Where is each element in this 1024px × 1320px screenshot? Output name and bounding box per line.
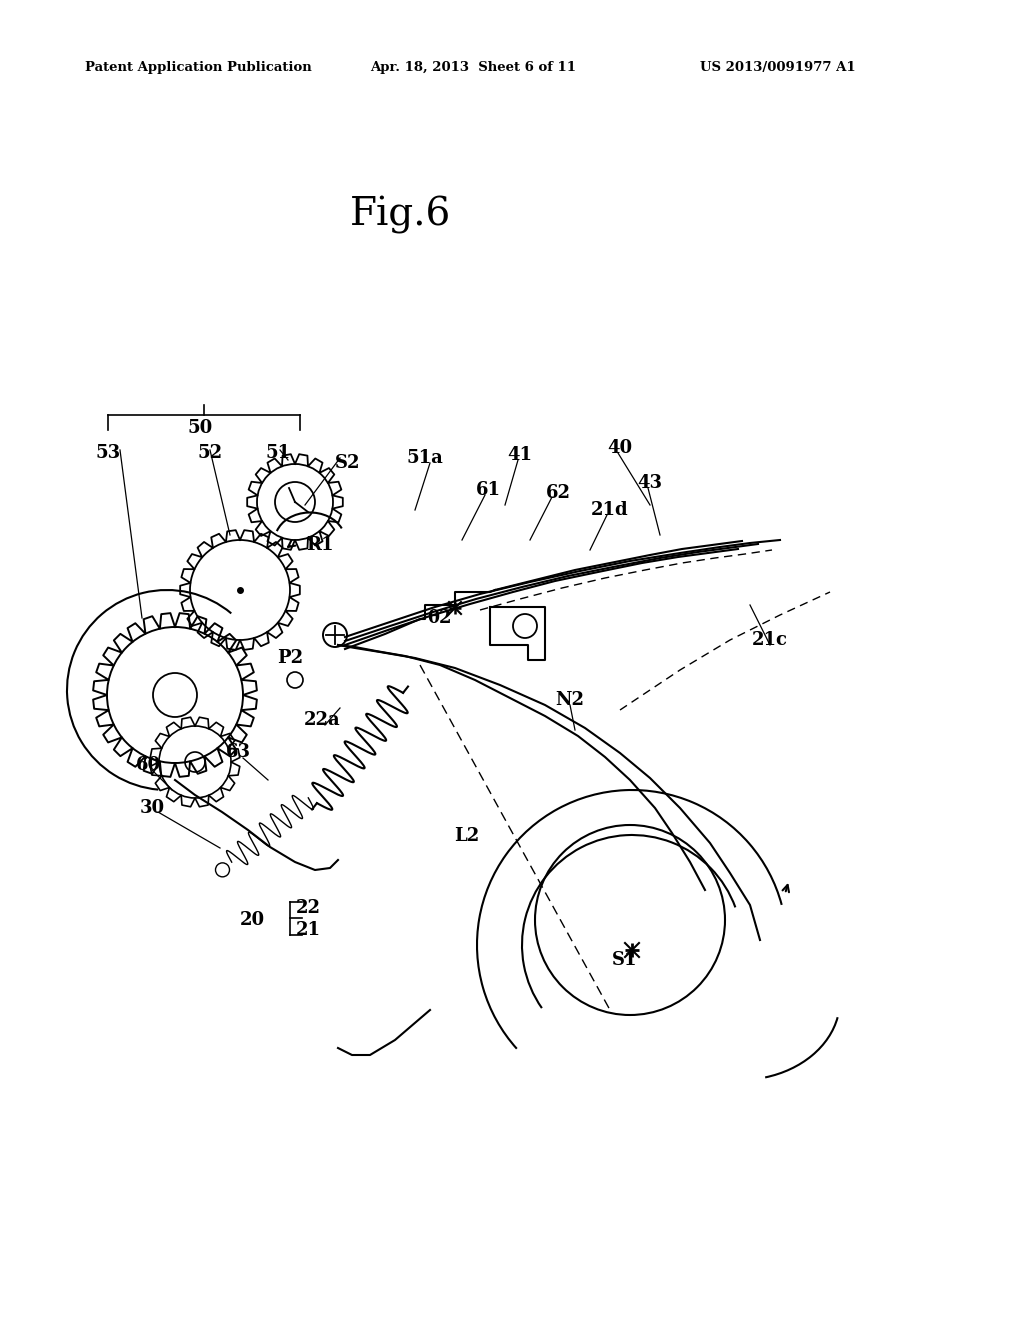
Text: 22: 22: [296, 899, 321, 917]
Text: P2: P2: [276, 649, 303, 667]
Text: Apr. 18, 2013  Sheet 6 of 11: Apr. 18, 2013 Sheet 6 of 11: [370, 62, 575, 74]
Text: 41: 41: [508, 446, 532, 465]
Text: 51a: 51a: [407, 449, 443, 467]
Text: Patent Application Publication: Patent Application Publication: [85, 62, 311, 74]
Text: N2: N2: [555, 690, 585, 709]
Text: 21: 21: [296, 921, 321, 939]
Text: S1: S1: [612, 950, 638, 969]
Text: 62: 62: [546, 484, 570, 502]
Text: Fig.6: Fig.6: [349, 195, 451, 234]
Text: 61: 61: [475, 480, 501, 499]
Text: 30: 30: [139, 799, 165, 817]
Text: 43: 43: [638, 474, 663, 492]
Text: 60: 60: [135, 756, 161, 774]
Text: 51: 51: [265, 444, 291, 462]
Text: 63: 63: [225, 743, 251, 762]
Text: L2: L2: [455, 828, 479, 845]
Text: 52: 52: [198, 444, 222, 462]
Text: 21c: 21c: [752, 631, 788, 649]
Text: US 2013/0091977 A1: US 2013/0091977 A1: [700, 62, 856, 74]
Text: 21d: 21d: [591, 502, 629, 519]
Text: R1: R1: [306, 536, 334, 554]
Text: 20: 20: [240, 911, 264, 929]
Text: 40: 40: [607, 440, 633, 457]
Text: 22a: 22a: [304, 711, 340, 729]
Text: θ2: θ2: [428, 609, 453, 627]
Text: S2: S2: [335, 454, 360, 473]
Text: 50: 50: [187, 418, 213, 437]
Text: 53: 53: [95, 444, 121, 462]
